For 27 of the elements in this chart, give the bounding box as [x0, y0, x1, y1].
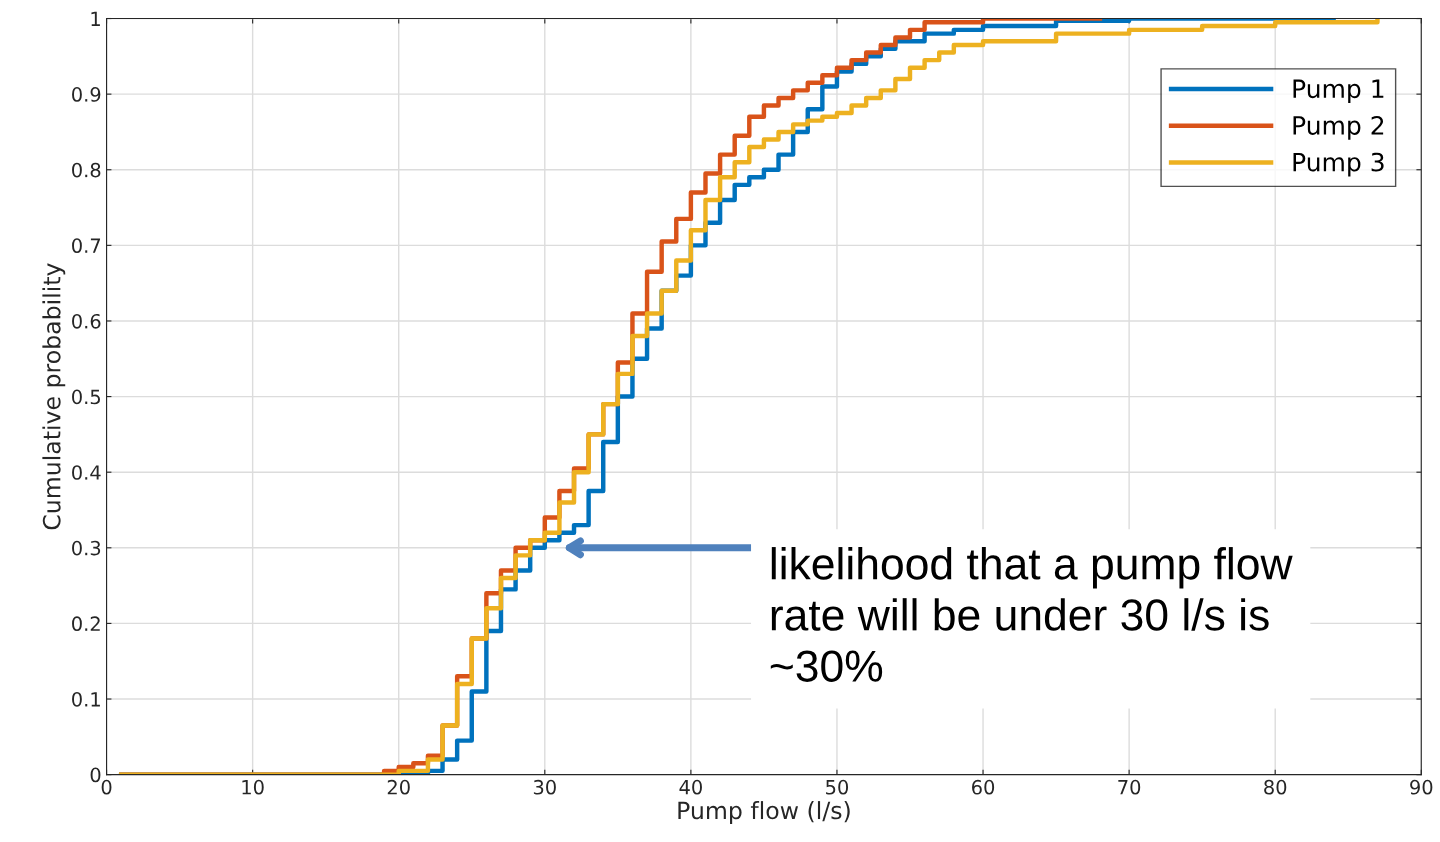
y-tick-label: 0.8	[72, 162, 101, 178]
legend-label: Pump 3	[1293, 152, 1384, 177]
x-tick-label: 10	[242, 779, 264, 795]
x-tick-label: 30	[533, 779, 556, 795]
y-tick-label: 0.5	[72, 389, 100, 405]
x-tick-label: 0	[101, 779, 112, 795]
x-tick-label: 80	[1264, 779, 1287, 795]
y-tick-label: 0.4	[72, 465, 101, 480]
x-tick-label: 90	[1410, 779, 1433, 795]
x-axis-title: Pump flow (l/s)	[678, 801, 850, 824]
x-tick-label: 50	[826, 779, 849, 795]
y-tick-label: 0.6	[72, 313, 101, 329]
y-tick-label: 0.3	[72, 540, 101, 556]
y-tick-label: 0.9	[72, 87, 101, 102]
x-tick-label: 60	[972, 779, 995, 795]
legend-label: Pump 2	[1293, 115, 1384, 140]
y-tick-label: 0.7	[72, 238, 101, 254]
legend-label: Pump 1	[1293, 79, 1384, 104]
y-tick-label: 0	[90, 767, 101, 783]
x-tick-label: 70	[1118, 779, 1141, 795]
annotation: likelihood that a pump flow rate will be under 30 l/s is ~30%	[770, 547, 1293, 682]
x-tick-label: 40	[679, 779, 702, 795]
y-axis-title: Cumulative probability	[42, 263, 66, 530]
y-tick-label: 1	[91, 11, 100, 26]
y-tick-label: 0.2	[72, 616, 100, 632]
y-tick-label: 0.1	[72, 691, 100, 707]
x-tick-label: 20	[387, 779, 410, 795]
